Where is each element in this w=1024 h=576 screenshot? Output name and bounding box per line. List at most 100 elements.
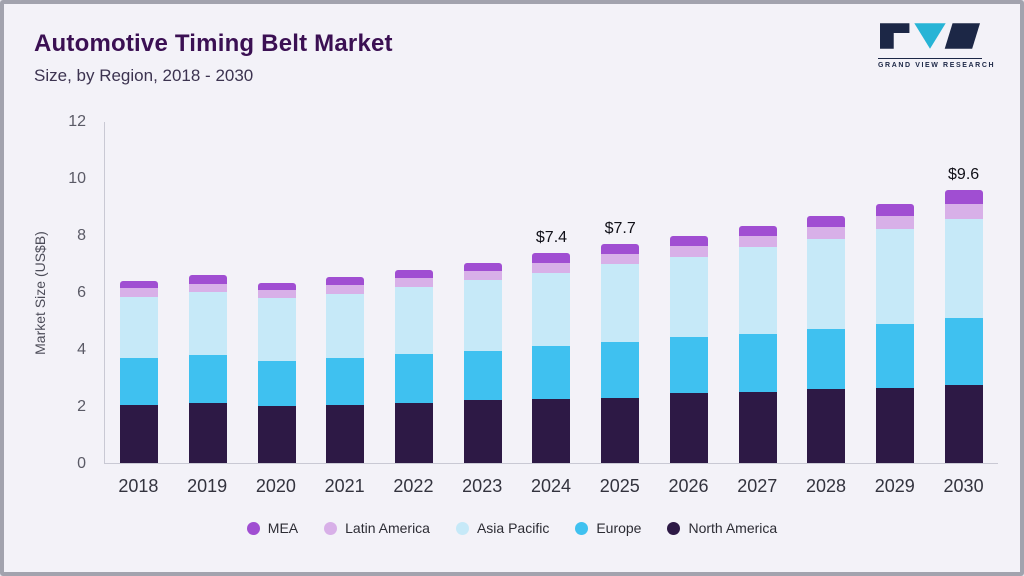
bar-segment-asia-pacific — [944, 218, 983, 319]
x-tick-label: 2023 — [462, 476, 503, 496]
bar-segment-mea — [189, 275, 228, 284]
bar-column-2029 — [861, 122, 929, 463]
stacked-bar — [875, 204, 914, 463]
bar-segment-europe — [189, 355, 228, 404]
x-tick-label: 2019 — [187, 476, 228, 496]
stacked-bar — [532, 252, 571, 463]
bar-column-2028 — [792, 122, 860, 463]
bar-segment-asia-pacific — [257, 298, 296, 361]
legend-item-asia-pacific: Asia Pacific — [455, 520, 550, 536]
legend-dot-icon — [575, 521, 589, 535]
bar-segment-europe — [326, 357, 365, 405]
bar-segment-europe — [669, 336, 708, 394]
bar-segment-asia-pacific — [669, 256, 708, 337]
bar-total-label: $9.6 — [948, 166, 980, 184]
bar-segment-north-america — [189, 403, 228, 463]
bar-segment-mea — [944, 190, 983, 205]
grand-view-research-logo: GRAND VIEW RESEARCH — [878, 22, 996, 69]
bar-segment-europe — [875, 323, 914, 388]
bar-segment-north-america — [326, 404, 365, 463]
legend-label: Europe — [596, 520, 642, 536]
x-tick-label: 2024 — [530, 476, 571, 496]
bar-segment-latin-america — [120, 288, 159, 297]
bar-segment-latin-america — [738, 235, 777, 248]
bars: $7.4 $7.7 $9.6 — [105, 122, 998, 463]
bar-segment-mea — [601, 244, 640, 255]
stacked-bar — [326, 276, 365, 463]
bar-segment-europe — [395, 353, 434, 404]
y-tick-label: 12 — [68, 113, 86, 130]
y-tick-label: 0 — [77, 455, 86, 472]
bar-segment-latin-america — [257, 289, 296, 299]
bar-segment-asia-pacific — [463, 279, 502, 351]
bar-segment-north-america — [807, 389, 846, 463]
stacked-bar — [807, 215, 846, 463]
bar-segment-north-america — [532, 399, 571, 463]
y-tick-label: 10 — [68, 170, 86, 187]
stacked-bar — [463, 262, 502, 463]
bar-column-2025: $7.7 — [586, 122, 654, 463]
bar-segment-latin-america — [944, 204, 983, 219]
stacked-bar — [601, 244, 640, 463]
x-tick-label: 2018 — [118, 476, 159, 496]
bar-segment-mea — [395, 269, 434, 279]
legend-label: MEA — [267, 520, 299, 536]
bar-segment-latin-america — [601, 254, 640, 265]
y-tick-label: 2 — [77, 398, 86, 415]
bar-segment-latin-america — [189, 283, 228, 293]
bar-segment-north-america — [120, 404, 159, 463]
bar-column-2021 — [311, 122, 379, 463]
bar-segment-asia-pacific — [601, 264, 640, 343]
bar-segment-asia-pacific — [189, 292, 228, 355]
stacked-bar — [944, 190, 983, 463]
y-tick-label: 8 — [77, 227, 86, 244]
bar-segment-latin-america — [532, 262, 571, 273]
bar-segment-europe — [257, 360, 296, 407]
y-axis-title: Market Size (US$B) — [32, 231, 48, 355]
bar-total-label: $7.4 — [535, 228, 568, 246]
bar-column-2030: $9.6 — [930, 122, 998, 463]
bar-segment-europe — [944, 318, 983, 385]
y-axis: 0 2 4 6 8 10 12 — [56, 113, 96, 472]
bar-column-2024: $7.4 — [517, 122, 585, 463]
bar-segment-north-america — [738, 391, 777, 463]
legend-item-north-america: North America — [667, 520, 777, 536]
bar-segment-asia-pacific — [738, 247, 777, 334]
legend-item-europe: Europe — [575, 520, 641, 536]
bar-segment-asia-pacific — [120, 296, 159, 358]
bar-segment-mea — [738, 225, 777, 236]
plot-area: $7.4 $7.7 $9.6 — [104, 122, 998, 464]
legend-dot-icon — [246, 521, 260, 535]
bar-segment-europe — [120, 357, 159, 405]
legend-item-latin-america: Latin America — [324, 520, 430, 536]
bar-segment-mea — [875, 204, 914, 216]
bar-segment-north-america — [944, 384, 983, 463]
stacked-bar — [120, 281, 159, 463]
stacked-bar — [669, 235, 708, 463]
x-tick-label: 2022 — [393, 476, 434, 496]
page-subtitle: Size, by Region, 2018 - 2030 — [34, 66, 254, 85]
logo-wordmark: GRAND VIEW RESEARCH — [878, 62, 996, 69]
bar-segment-asia-pacific — [395, 286, 434, 354]
bar-segment-europe — [601, 342, 640, 398]
bar-column-2019 — [174, 122, 242, 463]
bar-segment-latin-america — [326, 285, 365, 294]
bar-segment-europe — [738, 333, 777, 392]
bar-column-2026 — [655, 122, 723, 463]
bar-segment-north-america — [875, 387, 914, 463]
logo-divider — [878, 58, 982, 59]
bar-segment-europe — [807, 329, 846, 390]
bar-column-2022 — [380, 122, 448, 463]
bar-column-2023 — [449, 122, 517, 463]
legend-label: Asia Pacific — [476, 520, 550, 536]
bar-segment-latin-america — [395, 278, 434, 287]
bar-segment-latin-america — [669, 245, 708, 257]
bar-segment-asia-pacific — [807, 238, 846, 330]
bar-segment-latin-america — [463, 271, 502, 280]
bar-column-2027 — [724, 122, 792, 463]
page-title: Automotive Timing Belt Market — [34, 30, 393, 57]
x-tick-label: 2027 — [737, 476, 778, 496]
bar-segment-mea — [120, 281, 159, 289]
bar-segment-north-america — [395, 403, 434, 463]
